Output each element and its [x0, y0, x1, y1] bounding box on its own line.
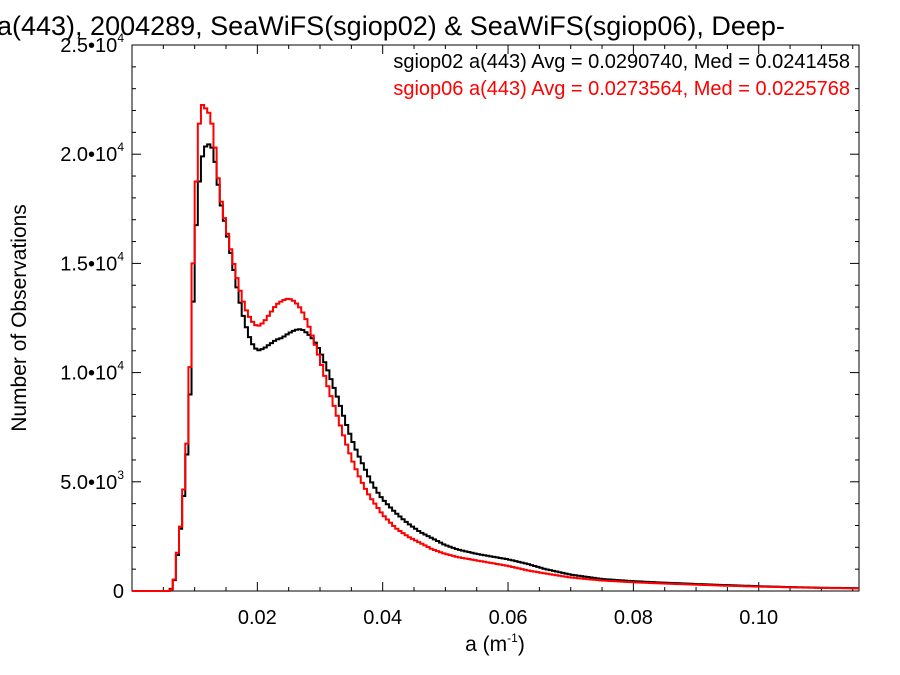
x-axis-ticks: 0.02 0.04 0.06 0.08 0.10: [162, 45, 854, 629]
x-tick-label: 0.06: [489, 607, 528, 629]
x-tick-label: 0.04: [363, 607, 402, 629]
x-tick-label: 0.02: [238, 607, 277, 629]
legend-entry-sgiop06: sgiop06 a(443) Avg = 0.0273564, Med = 0.…: [393, 78, 850, 100]
x-axis-label-close: ): [518, 633, 525, 656]
x-axis-label-sup: -1: [507, 631, 518, 645]
y-tick-label: 2.0•104: [60, 140, 124, 166]
series-line-sgiop02: [132, 143, 859, 592]
y-tick-label: 2.5•104: [60, 31, 124, 57]
series-line-sgiop06: [132, 104, 859, 592]
plot-frame: [131, 44, 860, 592]
y-axis-label: Number of Observations: [8, 204, 31, 432]
legend-entry-sgiop02: sgiop02 a(443) Avg = 0.0290740, Med = 0.…: [393, 51, 850, 73]
y-tick-label: 5.0•103: [60, 468, 124, 494]
y-tick-label: 1.0•104: [60, 359, 124, 385]
x-axis-label: a (m-1): [465, 631, 525, 656]
x-axis-label-main: a (m: [465, 633, 507, 656]
series-layer: [132, 104, 859, 592]
legend: sgiop02 a(443) Avg = 0.0290740, Med = 0.…: [393, 51, 850, 100]
y-tick-label: 1.5•104: [60, 249, 124, 275]
y-tick-label: 0: [113, 581, 124, 603]
y-axis-ticks: 0 5.0•103 1.0•104 1.5•104 2.0•104 2.5•104: [60, 31, 859, 603]
x-tick-label: 0.08: [614, 607, 653, 629]
x-tick-label: 0.10: [739, 607, 778, 629]
chart-title: a(443), 2004289, SeaWiFS(sgiop02) & SeaW…: [0, 11, 785, 41]
